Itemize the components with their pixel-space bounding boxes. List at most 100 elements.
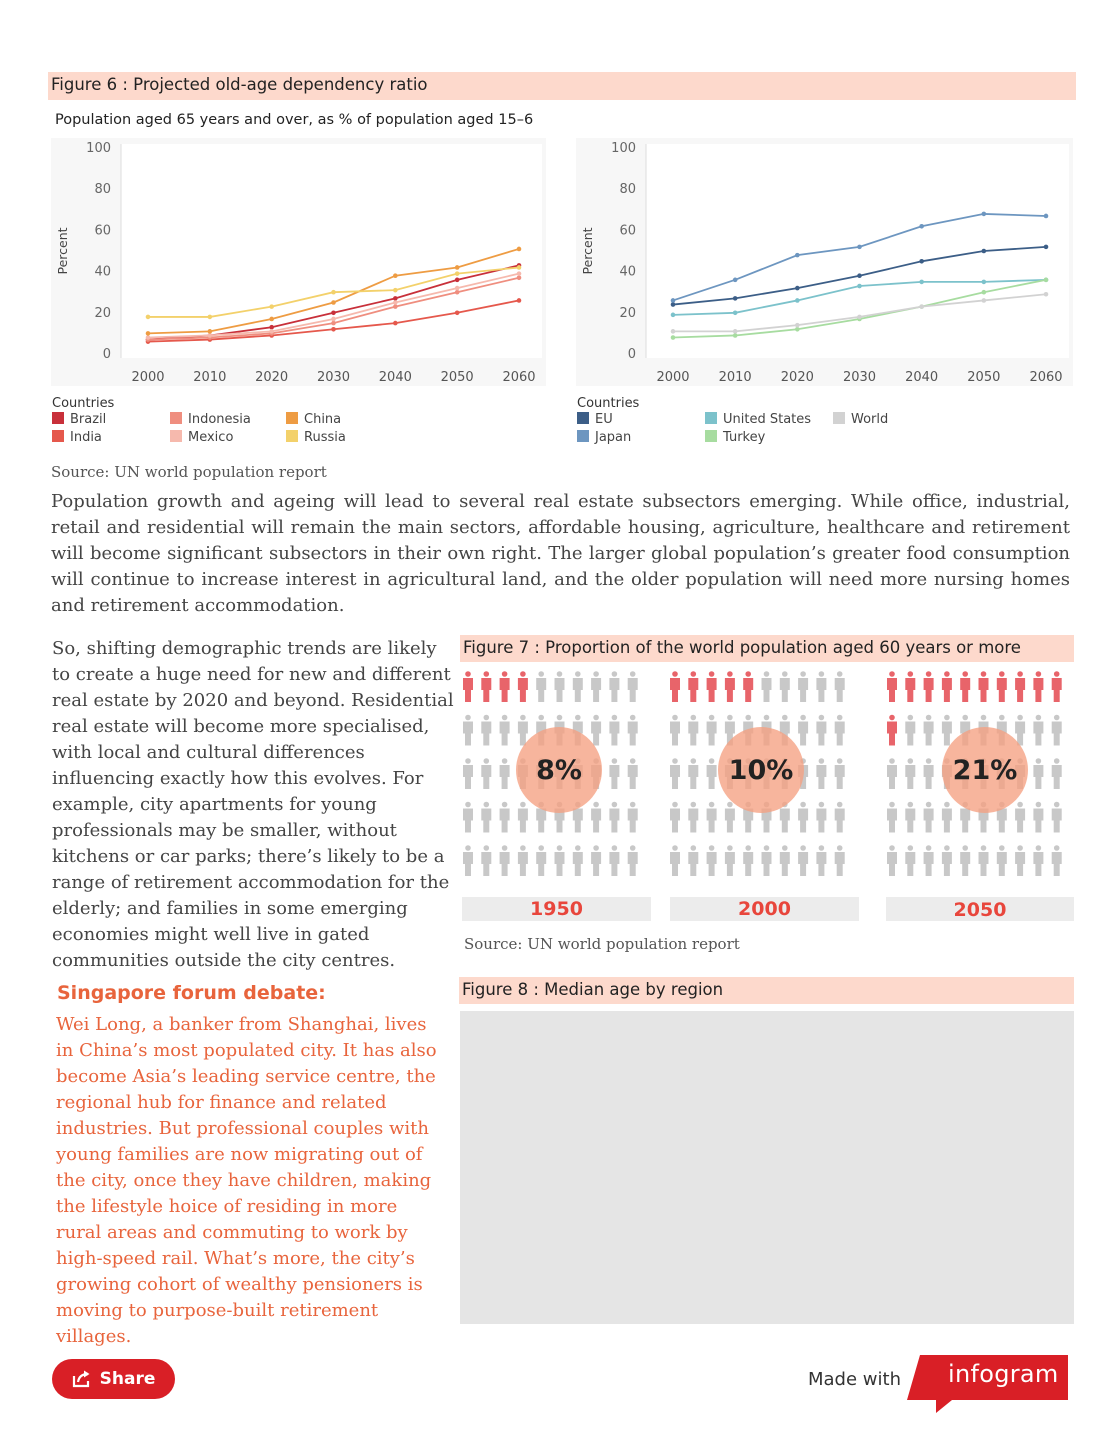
person-icon <box>1051 801 1062 833</box>
legend-countries-1: Countries Brazil India Indonesia Mexico Chin… <box>52 396 452 452</box>
share-button[interactable]: Share <box>52 1359 175 1399</box>
data-point <box>331 316 336 322</box>
data-point <box>795 326 800 332</box>
data-point <box>331 310 336 316</box>
data-point <box>454 310 460 316</box>
data-point <box>331 326 336 332</box>
person-icon <box>816 758 827 789</box>
people-panel-2050: 21% 2050 <box>886 671 1076 921</box>
data-point <box>516 275 522 281</box>
data-point <box>393 304 398 309</box>
person-icon <box>670 671 680 702</box>
person-icon <box>798 671 809 702</box>
data-point <box>981 279 987 285</box>
person-icon <box>724 845 735 876</box>
x-tick-label: 2060 <box>502 370 535 385</box>
legend-label: Turkey <box>723 430 766 445</box>
person-icon <box>627 758 638 789</box>
percentage-circle: 21% <box>942 727 1028 813</box>
legend-item-united-states[interactable]: United States <box>705 412 811 427</box>
person-icon <box>1015 845 1026 876</box>
x-tick-label: 2040 <box>905 370 938 385</box>
legend-item-china[interactable]: China <box>286 412 341 427</box>
person-icon <box>688 714 699 746</box>
person-icon <box>834 758 845 789</box>
legend-swatch <box>577 430 589 442</box>
legend-swatch <box>52 412 64 424</box>
data-point <box>795 322 800 328</box>
person-icon <box>463 714 473 746</box>
legend-label: EU <box>595 412 613 427</box>
data-point <box>454 271 460 276</box>
person-icon <box>609 801 620 833</box>
person-icon <box>724 801 735 833</box>
x-tick-label: 2050 <box>967 370 1000 385</box>
data-point <box>732 329 738 334</box>
y-tick-label: 0 <box>628 347 636 362</box>
person-icon <box>481 758 492 789</box>
legend-item-japan[interactable]: Japan <box>577 430 631 445</box>
legend-countries-2: Countries EU Japan United States Turkey Worl… <box>577 396 977 452</box>
legend-swatch <box>705 430 717 442</box>
person-icon <box>923 845 934 876</box>
x-tick-label: 2020 <box>255 370 288 385</box>
data-point <box>1043 291 1049 297</box>
people-icon-grid <box>463 671 638 876</box>
y-axis-label: Percent <box>580 227 595 274</box>
person-icon <box>941 714 952 746</box>
person-icon <box>706 758 717 789</box>
person-icon <box>517 671 528 702</box>
person-icon <box>499 845 510 876</box>
made-with-text: Made with <box>808 1369 901 1390</box>
legend-item-turkey[interactable]: Turkey <box>705 430 765 445</box>
person-icon <box>834 845 845 876</box>
person-icon <box>499 714 510 746</box>
person-icon <box>591 845 602 876</box>
data-point <box>207 329 213 334</box>
percentage-circle: 8% <box>516 727 602 813</box>
legend-item-indonesia[interactable]: Indonesia <box>170 412 251 427</box>
person-icon <box>798 845 809 876</box>
y-tick-label: 20 <box>619 306 636 321</box>
legend-item-world[interactable]: World <box>833 412 888 427</box>
legend-label: Japan <box>595 430 632 445</box>
person-icon <box>1033 714 1044 746</box>
data-point <box>670 335 676 340</box>
person-icon <box>688 758 699 789</box>
infogram-logo[interactable]: infogram <box>906 1354 1070 1414</box>
x-tick-label: 2060 <box>1029 370 1062 385</box>
x-tick-label: 2030 <box>317 370 350 385</box>
legend-label: World <box>851 412 889 427</box>
data-point <box>269 324 274 330</box>
legend-label: China <box>304 412 342 427</box>
y-tick-label: 80 <box>94 182 111 197</box>
data-point <box>919 304 924 309</box>
person-icon <box>798 801 809 833</box>
legend-item-mexico[interactable]: Mexico <box>170 430 233 445</box>
legend-item-brazil[interactable]: Brazil <box>52 412 106 427</box>
data-point <box>393 296 398 301</box>
person-icon <box>627 845 638 876</box>
person-icon <box>670 801 680 833</box>
legend-item-eu[interactable]: EU <box>577 412 613 427</box>
data-point <box>732 277 738 283</box>
person-icon <box>724 671 735 702</box>
y-tick-label: 0 <box>103 347 111 362</box>
person-icon <box>627 714 638 746</box>
data-point <box>269 316 274 322</box>
data-point <box>1043 277 1049 283</box>
person-icon <box>816 801 827 833</box>
legend-item-russia[interactable]: Russia <box>286 430 346 445</box>
person-icon <box>706 714 717 746</box>
person-icon <box>1033 671 1044 702</box>
person-icon <box>923 801 934 833</box>
data-point <box>516 246 522 252</box>
person-icon <box>887 714 897 746</box>
legend-item-india[interactable]: India <box>52 430 102 445</box>
data-point <box>454 285 460 291</box>
x-tick-label: 2010 <box>719 370 752 385</box>
people-panel-2000: 10% 2000 <box>669 671 859 921</box>
y-tick-label: 40 <box>94 265 111 280</box>
people-panel-1950: 8% 1950 <box>462 671 652 921</box>
data-point <box>795 252 800 258</box>
